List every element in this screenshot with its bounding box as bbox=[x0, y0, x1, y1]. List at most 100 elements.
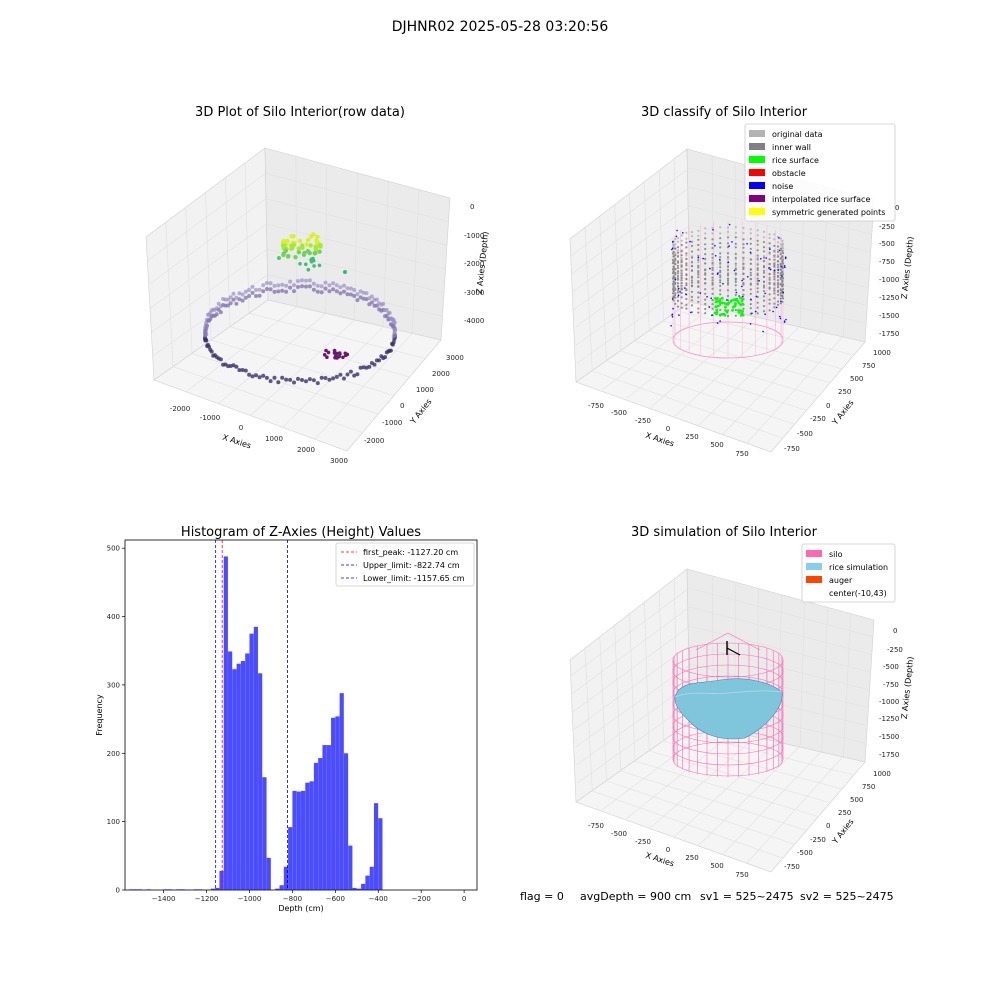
classify-inner-wall-point bbox=[697, 234, 700, 237]
classify-inner-wall-point bbox=[762, 250, 766, 253]
classify-inner-wall-point bbox=[704, 312, 707, 315]
raw-surface-point bbox=[282, 239, 287, 244]
classify-noise-point bbox=[769, 248, 771, 250]
simulation-z-tick: -1000 bbox=[879, 698, 899, 706]
classify-inner-wall-point bbox=[779, 302, 782, 305]
classify-legend-label: obstacle bbox=[772, 169, 806, 178]
classify-inner-wall-point bbox=[776, 263, 780, 266]
raw-wall-point bbox=[342, 283, 346, 288]
raw-floor-point bbox=[332, 348, 337, 353]
classify-inner-wall-point bbox=[680, 239, 683, 242]
classify-rice-surface-point bbox=[720, 301, 724, 305]
classify-inner-wall-point bbox=[768, 233, 771, 236]
classify-inner-wall-point bbox=[756, 234, 759, 237]
classify-inner-wall-point bbox=[762, 299, 766, 302]
classify-inner-wall-point bbox=[773, 287, 776, 290]
classify-inner-wall-point bbox=[671, 287, 675, 291]
classify-inner-wall-point bbox=[749, 262, 752, 265]
raw-surface-point bbox=[300, 244, 305, 250]
classify-legend-label: symmetric generated points bbox=[772, 208, 885, 217]
raw-wall-point bbox=[358, 295, 363, 300]
raw-wall-point bbox=[342, 376, 346, 381]
classify-inner-wall-point bbox=[742, 262, 745, 265]
raw-wall-point bbox=[280, 288, 285, 293]
classify-z-tick: 0 bbox=[895, 204, 899, 212]
raw-wall-point bbox=[369, 300, 374, 305]
classify-inner-wall-point bbox=[719, 232, 722, 235]
simulation-x-tick: -750 bbox=[588, 822, 604, 830]
classify-inner-wall-point bbox=[676, 267, 680, 270]
classify-inner-wall-point bbox=[762, 240, 766, 244]
classify-inner-wall-point bbox=[711, 272, 714, 275]
raw-3d-points bbox=[203, 232, 397, 386]
histogram-y-axis-label: Frequency bbox=[95, 694, 104, 736]
classify-rice-surface-point bbox=[725, 302, 729, 305]
classify-inner-wall-point bbox=[742, 259, 745, 262]
classify-inner-wall-point bbox=[719, 298, 722, 301]
classify-legend-swatch bbox=[749, 143, 765, 150]
histogram-bars bbox=[129, 556, 383, 891]
raw-wall-point bbox=[288, 377, 293, 382]
classify-noise-point bbox=[712, 229, 714, 231]
classify-inner-wall-point bbox=[742, 298, 745, 301]
classify-inner-wall-point bbox=[685, 257, 688, 260]
histogram-y-tick-label: 100 bbox=[107, 818, 120, 826]
classify-noise-point bbox=[781, 275, 783, 277]
classify-legend-swatch bbox=[749, 156, 765, 163]
classify-inner-wall-point bbox=[685, 241, 688, 244]
raw-wall-point bbox=[374, 358, 379, 363]
raw-x-axis-label: X Axies bbox=[221, 433, 252, 451]
raw-wall-point bbox=[300, 284, 304, 289]
raw-floor-point bbox=[326, 350, 331, 355]
histogram-bar bbox=[232, 669, 237, 890]
classify-inner-wall-point bbox=[697, 238, 700, 241]
raw-wall-point bbox=[254, 373, 258, 378]
classify-noise-point bbox=[674, 278, 677, 281]
histogram-bar bbox=[193, 889, 198, 890]
histogram-bar bbox=[279, 885, 284, 890]
histogram-bar bbox=[296, 791, 301, 890]
classify-inner-wall-point bbox=[697, 273, 700, 276]
classify-inner-wall-point bbox=[756, 254, 759, 257]
raw-wall-point bbox=[272, 283, 277, 288]
classify-inner-wall-point bbox=[734, 231, 737, 234]
classify-x-axis-label: X Axies bbox=[644, 431, 675, 449]
classify-inner-wall-point bbox=[756, 279, 759, 282]
simulation-legend-swatch bbox=[806, 563, 822, 570]
classify-inner-wall-point bbox=[719, 263, 722, 266]
classify-inner-wall-point bbox=[680, 259, 683, 262]
classify-3d-points bbox=[670, 221, 787, 359]
classify-inner-wall-point bbox=[704, 288, 707, 291]
classify-inner-wall-point bbox=[762, 236, 766, 239]
classify-noise-point bbox=[785, 318, 787, 321]
raw-wall-point bbox=[311, 281, 316, 286]
classify-inner-wall-point bbox=[781, 267, 785, 270]
classify-inner-wall-point bbox=[756, 283, 759, 286]
raw-wall-point bbox=[247, 294, 252, 298]
histogram-panel: Histogram of Z-Axies (Height) Values −14… bbox=[95, 525, 478, 913]
classify-inner-wall-point bbox=[674, 273, 677, 276]
simulation-x-tick: 750 bbox=[735, 871, 748, 879]
histogram-bar bbox=[258, 673, 263, 890]
classify-inner-wall-point bbox=[711, 259, 714, 262]
classify-inner-wall-point bbox=[671, 268, 675, 271]
classify-inner-wall-point bbox=[749, 274, 752, 277]
histogram-bar bbox=[245, 653, 250, 890]
classify-inner-wall-point bbox=[781, 295, 784, 298]
classify-rice-surface-point bbox=[720, 312, 724, 316]
classify-legend-swatch bbox=[749, 195, 765, 202]
simulation-z-tick: -250 bbox=[887, 646, 903, 654]
classify-x-tick: 750 bbox=[735, 450, 748, 458]
classify-inner-wall-point bbox=[690, 240, 694, 243]
classify-inner-wall-point bbox=[676, 277, 680, 280]
classify-inner-wall-point bbox=[726, 252, 730, 255]
classify-noise-point bbox=[697, 256, 700, 259]
classify-inner-wall-point bbox=[726, 279, 730, 282]
classify-inner-wall-point bbox=[680, 269, 683, 272]
classify-inner-wall-point bbox=[676, 274, 680, 278]
avg-depth-text: avgDepth = 900 cm bbox=[580, 890, 691, 903]
histogram-bar bbox=[129, 889, 134, 890]
classify-inner-wall-point bbox=[676, 272, 680, 275]
raw-floor-point bbox=[325, 355, 329, 360]
classify-inner-wall-point bbox=[711, 292, 714, 295]
